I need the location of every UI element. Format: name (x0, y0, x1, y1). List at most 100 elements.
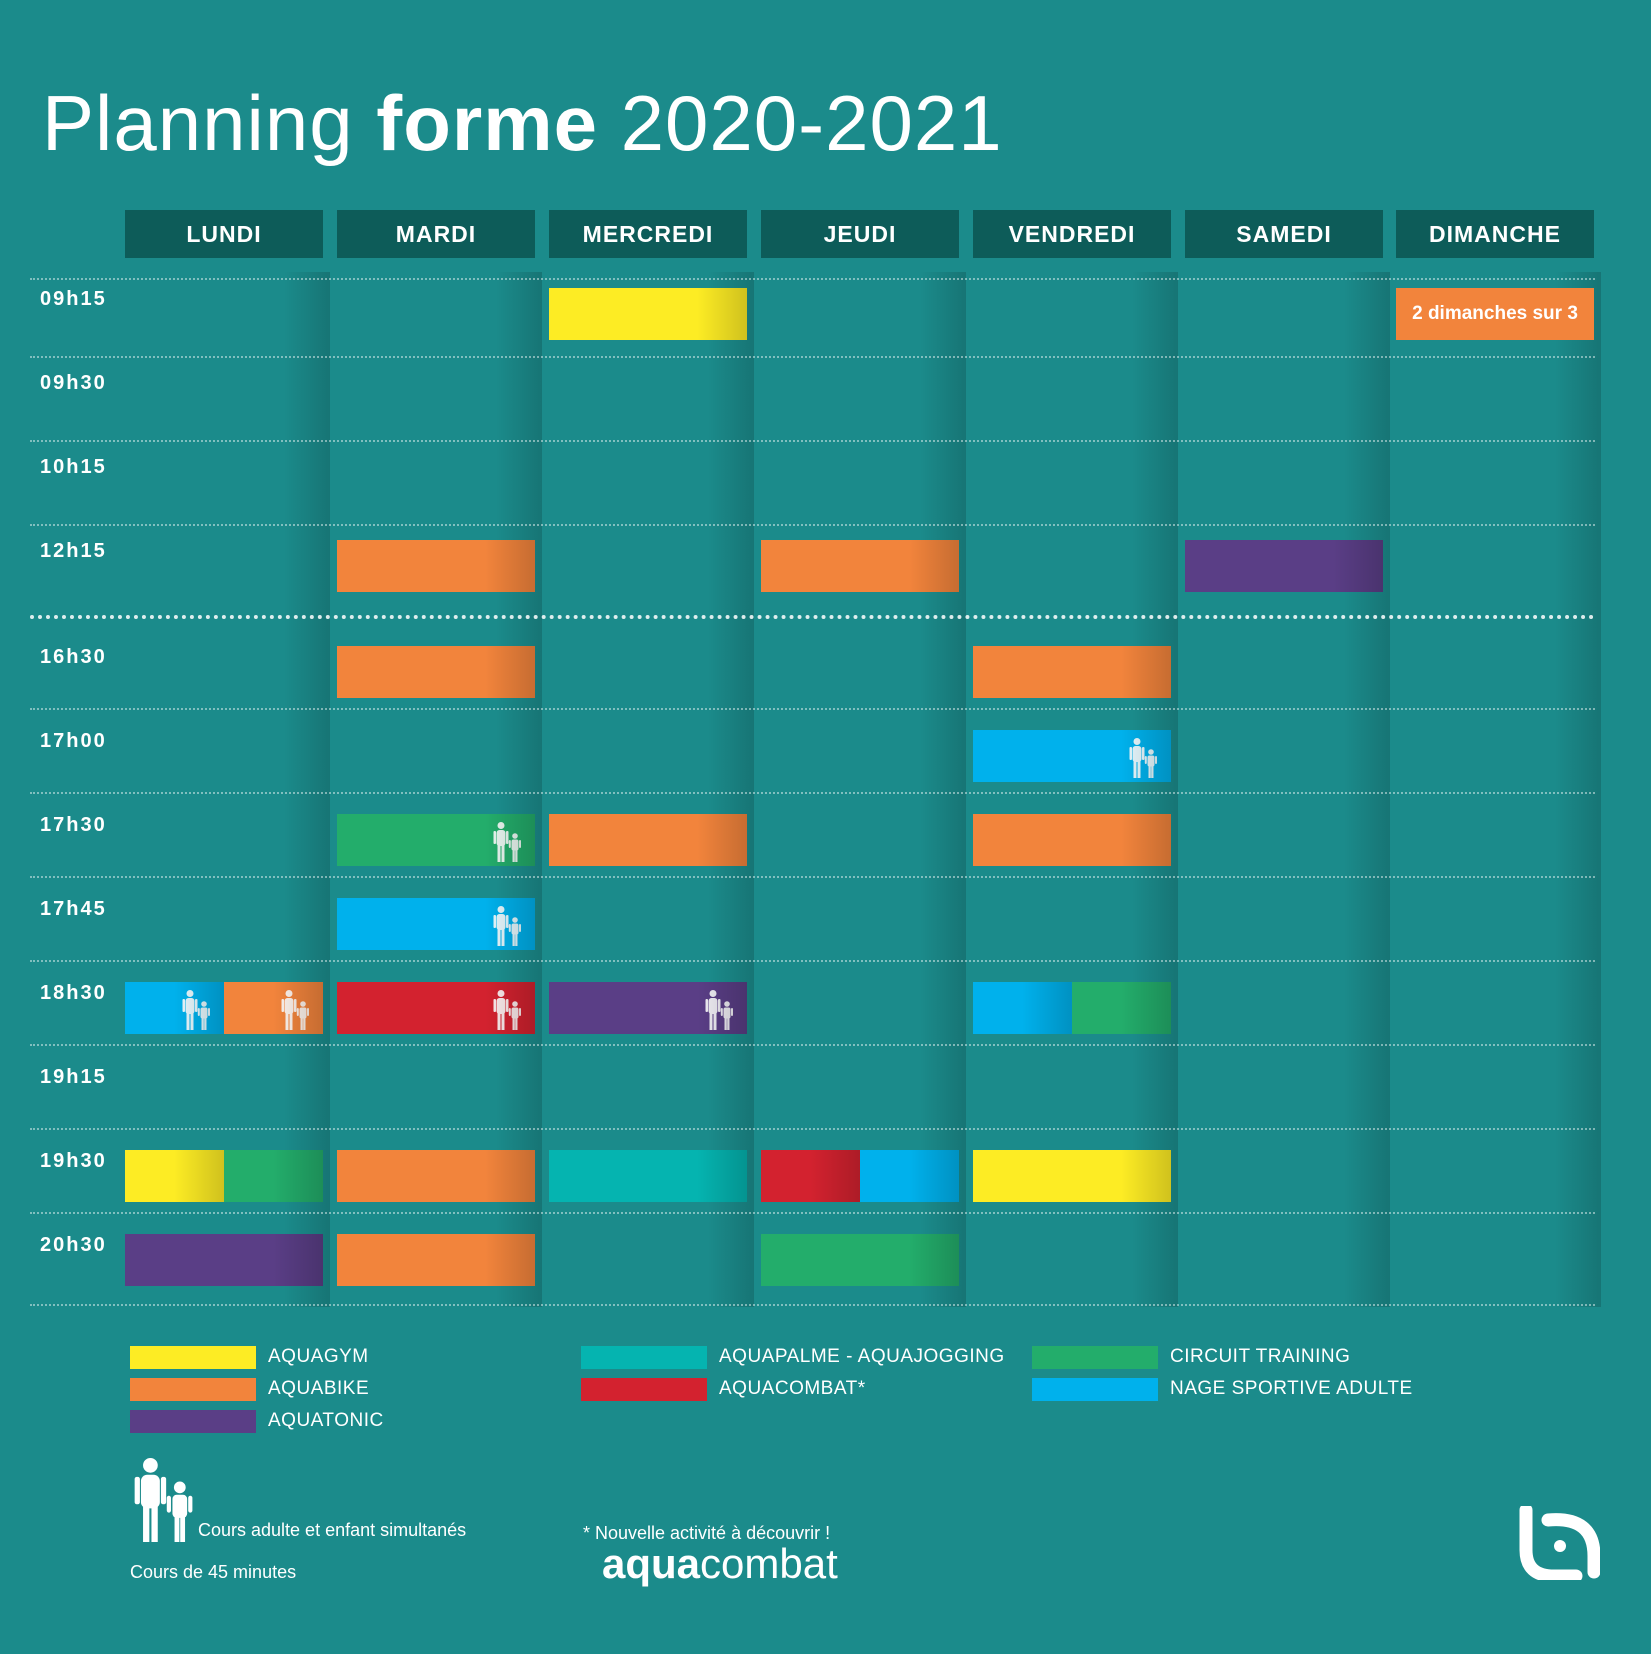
new-activity-note: * Nouvelle activité à découvrir ! (583, 1523, 831, 1543)
family-note: Cours adulte et enfant simultanés (198, 1520, 467, 1540)
class-block-nage (125, 982, 224, 1034)
class-block-aquabike (337, 540, 535, 592)
class-block-aquabike (224, 982, 323, 1034)
family-icon (493, 822, 521, 862)
family-icon (705, 990, 733, 1030)
row-divider (30, 792, 1595, 794)
class-block-nage (973, 730, 1171, 782)
family-icon (281, 990, 309, 1030)
time-label: 20h30 (40, 1234, 107, 1256)
row-divider (30, 1304, 1595, 1306)
row-divider (30, 440, 1595, 442)
legend-label-circuit: CIRCUIT TRAINING (1170, 1346, 1351, 1367)
time-label: 18h30 (40, 982, 107, 1004)
class-block-aquapalme (549, 1150, 747, 1202)
day-column-lundi (118, 272, 330, 1307)
row-divider (30, 960, 1595, 962)
day-column-dimanche (1389, 272, 1601, 1307)
brand-light: combat (700, 1540, 838, 1587)
day-header-lundi: LUNDI (125, 210, 323, 258)
family-icon (134, 1458, 193, 1542)
time-label: 09h30 (40, 372, 107, 394)
legend-swatch-aquapalme (581, 1346, 707, 1369)
class-block-aquabike (337, 1150, 535, 1202)
day-column-jeudi (754, 272, 966, 1307)
time-label: 10h15 (40, 456, 107, 478)
break-divider (30, 615, 1595, 619)
duration-note: Cours de 45 minutes (130, 1562, 297, 1582)
class-block-nage (860, 1150, 959, 1202)
page-title: Planning forme 2020-2021 (42, 78, 1003, 169)
legend-label-nage: NAGE SPORTIVE ADULTE (1170, 1378, 1413, 1399)
class-block-circuit (337, 814, 535, 866)
class-block-nage (337, 898, 535, 950)
class-block-aquabike (973, 646, 1171, 698)
time-label: 17h00 (40, 730, 107, 752)
day-header-vendredi: VENDREDI (973, 210, 1171, 258)
class-block-aquagym (973, 1150, 1171, 1202)
legend-swatch-aquagym (130, 1346, 256, 1369)
sunday-note: 2 dimanches sur 3 (1396, 288, 1594, 340)
class-block-aquacombat (337, 982, 535, 1034)
class-block-aquabike (337, 646, 535, 698)
time-label: 19h30 (40, 1150, 107, 1172)
legend-swatch-nage (1032, 1378, 1158, 1401)
aquacombat-logo: aquacombat (602, 1540, 838, 1588)
class-block-aquabike (337, 1234, 535, 1286)
day-header-dimanche: DIMANCHE (1396, 210, 1594, 258)
row-divider (30, 1212, 1595, 1214)
class-block-aquagym (549, 288, 747, 340)
time-label: 16h30 (40, 646, 107, 668)
day-header-mercredi: MERCREDI (549, 210, 747, 258)
day-header-mardi: MARDI (337, 210, 535, 258)
class-block-circuit (224, 1150, 323, 1202)
time-label: 09h15 (40, 288, 107, 310)
time-label: 19h15 (40, 1066, 107, 1088)
class-block-aquagym (125, 1150, 224, 1202)
legend-label-aquacombat: AQUACOMBAT* (719, 1378, 866, 1399)
day-column-mercredi (542, 272, 754, 1307)
legend-swatch-aquacombat (581, 1378, 707, 1401)
family-icon (493, 906, 521, 946)
class-block-circuit (1072, 982, 1171, 1034)
class-block-aquabike (973, 814, 1171, 866)
time-label: 12h15 (40, 540, 107, 562)
day-column-samedi (1178, 272, 1390, 1307)
row-divider (30, 524, 1595, 526)
class-block-aquatonic (1185, 540, 1383, 592)
day-header-samedi: SAMEDI (1185, 210, 1383, 258)
title-light-end: 2020-2021 (620, 79, 1003, 167)
class-block-nage (973, 982, 1072, 1034)
row-divider (30, 1128, 1595, 1130)
title-light-start: Planning (42, 79, 354, 167)
legend-label-aquapalme: AQUAPALME - AQUAJOGGING (719, 1346, 1005, 1367)
legend-label-aquabike: AQUABIKE (268, 1378, 370, 1399)
time-label: 17h45 (40, 898, 107, 920)
legend-swatch-circuit (1032, 1346, 1158, 1369)
pool-logo-icon (1519, 1506, 1600, 1580)
class-block-aquacombat (761, 1150, 860, 1202)
day-column-vendredi (966, 272, 1178, 1307)
legend-label-aquatonic: AQUATONIC (268, 1410, 384, 1431)
class-block-aquatonic (549, 982, 747, 1034)
family-icon (1129, 738, 1157, 778)
class-block-aquabike (761, 540, 959, 592)
family-icon (493, 990, 521, 1030)
row-divider (30, 708, 1595, 710)
row-divider (30, 356, 1595, 358)
legend-label-aquagym: AQUAGYM (268, 1346, 369, 1367)
time-label: 17h30 (40, 814, 107, 836)
row-divider (30, 876, 1595, 878)
title-bold: forme (376, 79, 598, 167)
brand-bold: aqua (602, 1540, 701, 1587)
row-divider (30, 278, 1595, 280)
class-block-aquabike (549, 814, 747, 866)
class-block-circuit (761, 1234, 959, 1286)
row-divider (30, 1044, 1595, 1046)
legend-swatch-aquabike (130, 1378, 256, 1401)
day-header-jeudi: JEUDI (761, 210, 959, 258)
family-icon (182, 990, 210, 1030)
day-column-mardi (330, 272, 542, 1307)
legend-swatch-aquatonic (130, 1410, 256, 1433)
